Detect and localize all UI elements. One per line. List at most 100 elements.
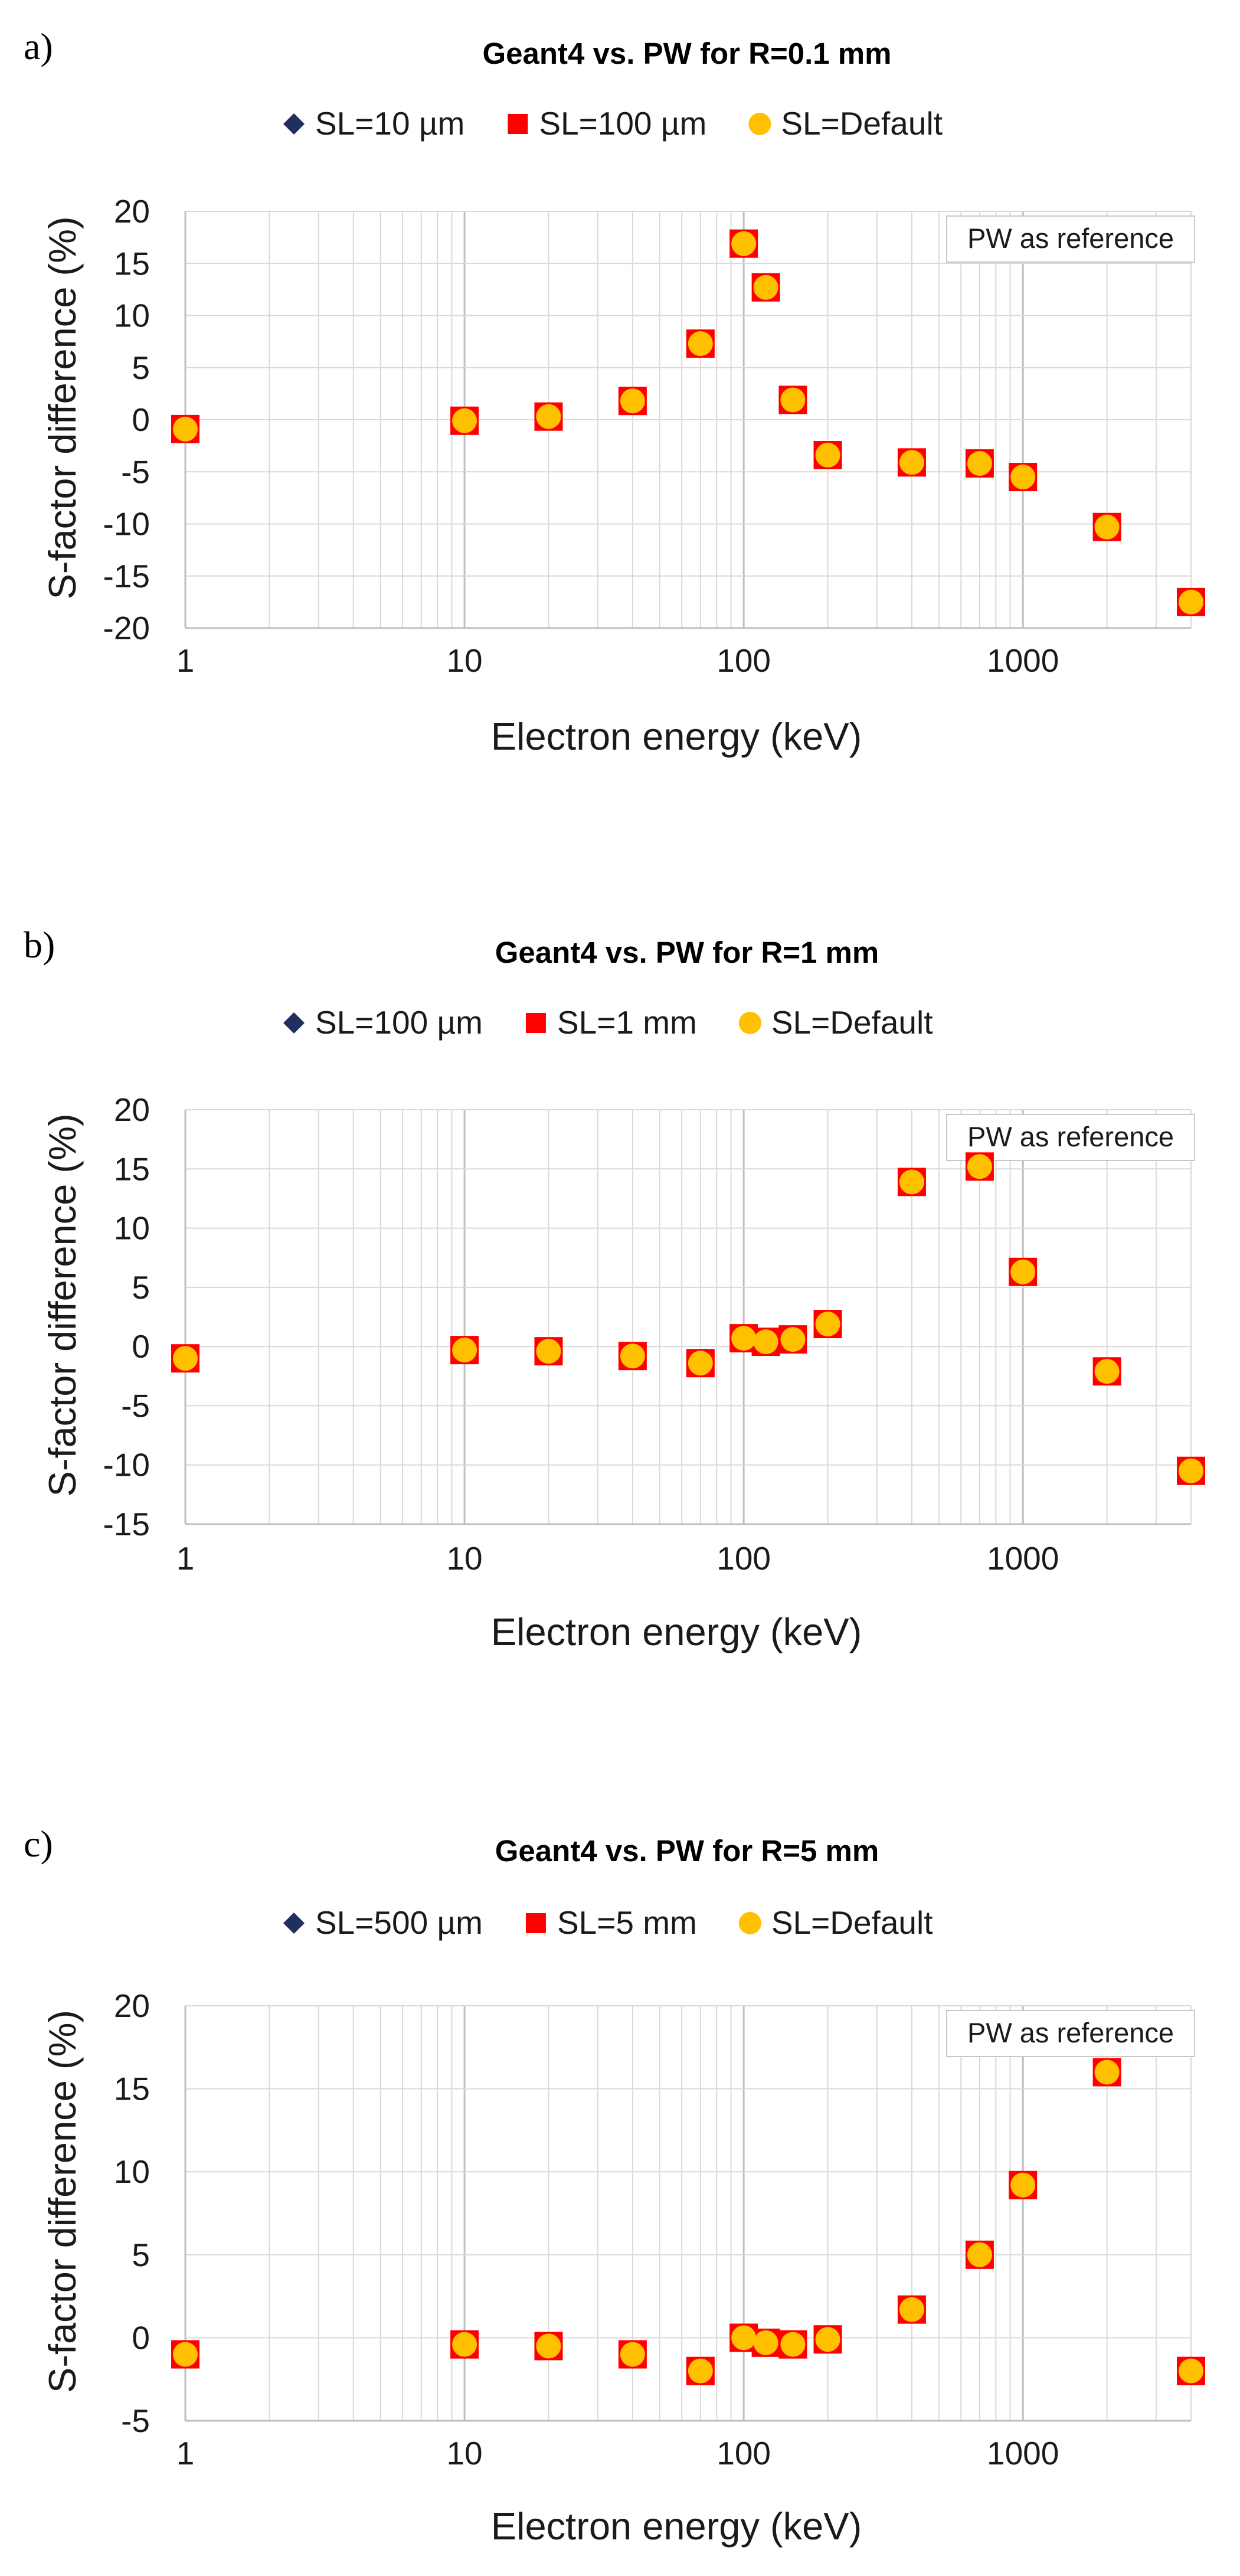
y-tick-label: -10 [103, 506, 150, 542]
y-tick-label: -15 [103, 1506, 150, 1542]
x-tick-label: 100 [716, 1540, 771, 1577]
chart-panel-c: c) Geant4 vs. PW for R=5 mm SL=500 µm SL=5 … [24, 1823, 1205, 2548]
legend-diamond-marker [283, 1012, 305, 1034]
legend-label: SL=500 µm [315, 1904, 483, 1941]
y-tick-label: 15 [114, 245, 150, 282]
data-point [753, 274, 778, 300]
annotation-text: PW as reference [967, 223, 1174, 254]
x-tick-label: 10 [446, 1540, 482, 1577]
series-circle [173, 1154, 1203, 1483]
chart-title: Geant4 vs. PW for R=0.1 mm [483, 37, 892, 70]
y-tick-label: 15 [114, 2071, 150, 2107]
x-tick-label: 100 [716, 2435, 771, 2472]
y-tick-label: 5 [132, 349, 150, 386]
annotation: PW as reference [946, 2010, 1195, 2057]
y-tick-label: 0 [132, 2319, 150, 2356]
x-tick-label: 1 [176, 1540, 195, 1577]
panel-label: a) [24, 25, 53, 67]
series-diamond [172, 1153, 1204, 1484]
annotation-box [946, 1114, 1195, 1161]
series-circle [173, 231, 1203, 614]
x-tick-label: 10 [446, 2435, 482, 2472]
data-point [173, 416, 198, 442]
data-point [967, 1154, 992, 1179]
legend-label: SL=Default [771, 1004, 933, 1041]
data-point [899, 450, 924, 475]
data-point [620, 2342, 645, 2367]
data-points [171, 1152, 1205, 1485]
legend-label: SL=10 µm [315, 105, 464, 142]
legend-label: SL=Default [771, 1904, 933, 1941]
data-point [1179, 1458, 1203, 1483]
annotation-box [946, 2010, 1195, 2057]
data-point [815, 1312, 840, 1337]
y-tick-label: -20 [103, 610, 150, 646]
panel-label: b) [24, 924, 55, 966]
data-points [171, 229, 1205, 616]
series-square [171, 229, 1205, 616]
data-point [731, 2325, 757, 2351]
legend-square-marker [525, 1913, 546, 1933]
legend-item: SL=5 mm [525, 1904, 697, 1941]
data-points [171, 2058, 1205, 2385]
legend-circle-marker [738, 1912, 761, 1934]
series-diamond [172, 2059, 1204, 2384]
chart-panel-b: b) Geant4 vs. PW for R=1 mm SL=100 µm SL=1 … [24, 924, 1205, 1653]
legend-square-marker [525, 1013, 546, 1033]
data-point [688, 2358, 713, 2384]
y-tick-label: 0 [132, 401, 150, 438]
series-square [171, 1152, 1205, 1485]
x-tick-label: 1 [176, 642, 195, 679]
data-point [1094, 2060, 1120, 2085]
data-point [688, 1351, 713, 1376]
data-point [173, 1346, 198, 1371]
legend-square-marker [508, 114, 528, 134]
data-point [731, 231, 757, 256]
data-point [452, 1338, 477, 1363]
y-axis-label: S-factor difference (%) [41, 216, 84, 599]
y-axis-label: S-factor difference (%) [41, 2010, 84, 2393]
legend: SL=100 µm SL=1 mm SL=Default [283, 1004, 933, 1041]
annotation-text: PW as reference [967, 2017, 1174, 2048]
legend-item: SL=10 µm [283, 105, 464, 142]
legend-label: SL=Default [781, 105, 943, 142]
data-point [815, 2327, 840, 2352]
legend-label: SL=100 µm [315, 1004, 483, 1041]
data-point [731, 1326, 757, 1351]
data-point [753, 2330, 778, 2355]
y-tick-label: -10 [103, 1447, 150, 1483]
x-tick-label: 1000 [987, 1540, 1059, 1577]
x-axis-label: Electron energy (keV) [491, 1610, 862, 1653]
x-tick-label: 1 [176, 2435, 195, 2472]
legend: SL=10 µm SL=100 µm SL=Default [283, 105, 943, 142]
x-axis-label: Electron energy (keV) [491, 2505, 862, 2548]
y-tick-label: 0 [132, 1328, 150, 1365]
panel-label: c) [24, 1823, 53, 1865]
data-point [1010, 1259, 1036, 1284]
y-tick-label: 10 [114, 298, 150, 334]
data-point [780, 387, 806, 413]
legend-item: SL=100 µm [508, 105, 706, 142]
annotation: PW as reference [946, 215, 1195, 263]
y-tick-label: 20 [114, 1091, 150, 1128]
legend-item: SL=Default [738, 1904, 933, 1941]
x-tick-label: 10 [446, 642, 482, 679]
grid [184, 211, 1192, 629]
grid [184, 1109, 1192, 1525]
data-point [815, 443, 840, 468]
legend-item: SL=Default [738, 1004, 933, 1041]
legend-item: SL=500 µm [283, 1904, 483, 1941]
y-tick-label: -15 [103, 558, 150, 594]
legend-item: SL=100 µm [283, 1004, 483, 1041]
y-tick-label: 10 [114, 1210, 150, 1247]
y-tick-label: -5 [121, 453, 150, 490]
y-tick-label: 20 [114, 1987, 150, 2024]
x-tick-label: 100 [716, 642, 771, 679]
data-point [1010, 465, 1036, 490]
legend-circle-marker [738, 1012, 761, 1034]
data-point [780, 1327, 806, 1352]
legend: SL=500 µm SL=5 mm SL=Default [283, 1904, 933, 1941]
y-tick-label: 20 [114, 193, 150, 230]
